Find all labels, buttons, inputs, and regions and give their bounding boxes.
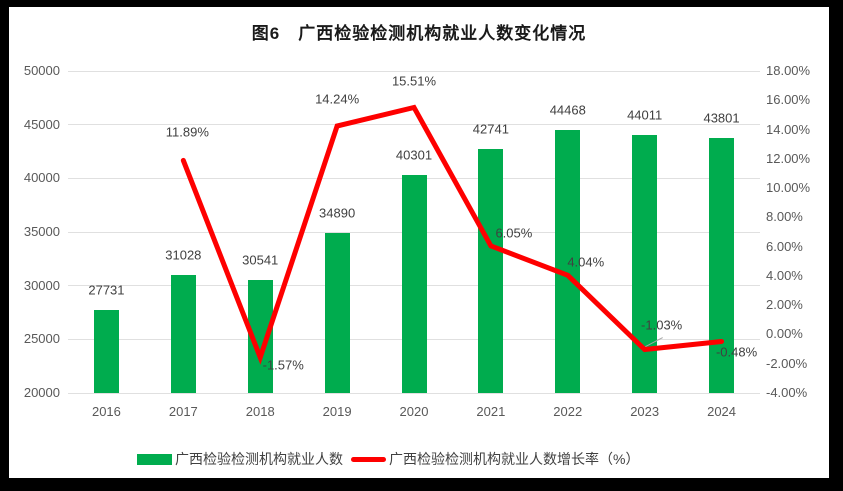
x-axis-tick: 2019 — [322, 404, 352, 419]
x-axis-tick: 2023 — [630, 404, 660, 419]
legend: 广西检验检测机构就业人数 广西检验检测机构就业人数增长率（%） — [137, 450, 639, 468]
gridline — [68, 392, 760, 394]
gridline — [68, 70, 760, 72]
line-value-label: 11.89% — [165, 124, 209, 140]
bar-2017 — [170, 274, 196, 393]
line-value-label: 4.04% — [567, 254, 605, 270]
y-axis-right-tick: 10.00% — [766, 180, 811, 196]
bar-value-label: 30541 — [242, 252, 279, 268]
x-axis-tick: 2024 — [707, 404, 737, 419]
line-value-label: 15.51% — [391, 73, 437, 89]
bar-value-label: 31028 — [165, 247, 202, 263]
bar-value-label: 44011 — [627, 107, 663, 123]
line-value-label: -0.48% — [715, 344, 758, 360]
bar-value-label: 27731 — [88, 282, 125, 298]
bar-value-label: 34890 — [319, 205, 356, 221]
y-axis-right-tick: 8.00% — [766, 209, 803, 225]
y-axis-right-tick: 18.00% — [766, 63, 811, 78]
chart-title: 图6 广西检验检测机构就业人数变化情况 — [251, 24, 587, 43]
line-value-label: 14.24% — [315, 91, 360, 107]
y-axis-right-tick: -4.00% — [766, 385, 808, 400]
y-axis-left-tick: 45000 — [23, 116, 60, 132]
legend-bar-swatch — [137, 453, 172, 465]
line-value-label: 6.05% — [495, 225, 533, 241]
x-axis-tick: 2018 — [245, 404, 275, 419]
bar-value-label: 43801 — [703, 110, 740, 126]
x-axis-tick: 2021 — [476, 404, 506, 419]
legend-line-swatch — [351, 456, 386, 462]
bar-2023 — [632, 135, 658, 393]
y-axis-right-tick: 14.00% — [766, 121, 811, 137]
y-axis-left-tick: 40000 — [23, 170, 60, 186]
legend-bar-series-label: 广西检验检测机构就业人数 — [175, 451, 343, 467]
legend-line-series-label: 广西检验检测机构就业人数增长率（%） — [389, 451, 640, 467]
bar-2019 — [324, 233, 350, 393]
bar-value-label: 44468 — [549, 102, 586, 118]
bar-value-label: 42741 — [472, 121, 509, 137]
y-axis-right-tick: 2.00% — [766, 297, 803, 313]
y-axis-right-tick: -2.00% — [766, 355, 808, 371]
y-axis-right-tick: 12.00% — [766, 150, 811, 166]
y-axis-right-tick: 4.00% — [766, 267, 803, 283]
line-value-label: -1.57% — [262, 357, 304, 373]
x-axis-tick: 2016 — [91, 404, 121, 419]
y-axis-right-tick: 16.00% — [766, 92, 811, 108]
bar-value-label: 40301 — [395, 147, 433, 163]
y-axis-left-tick: 25000 — [23, 331, 60, 347]
x-axis-tick: 2017 — [168, 404, 198, 419]
y-axis-left-tick: 30000 — [23, 277, 60, 293]
bar-2016 — [93, 310, 119, 393]
line-value-label: -1.03% — [641, 317, 683, 333]
y-axis-left-tick: 20000 — [23, 385, 60, 400]
y-axis-left-tick: 35000 — [23, 224, 60, 239]
x-axis-tick: 2022 — [553, 404, 583, 419]
bar-2018 — [247, 279, 273, 393]
bar-2020 — [401, 175, 427, 393]
x-axis-tick: 2020 — [399, 404, 429, 419]
bar-2021 — [478, 148, 504, 393]
y-axis-left-tick: 50000 — [23, 63, 60, 78]
y-axis-right-tick: 6.00% — [766, 238, 803, 254]
y-axis-right-tick: 0.00% — [766, 326, 803, 342]
